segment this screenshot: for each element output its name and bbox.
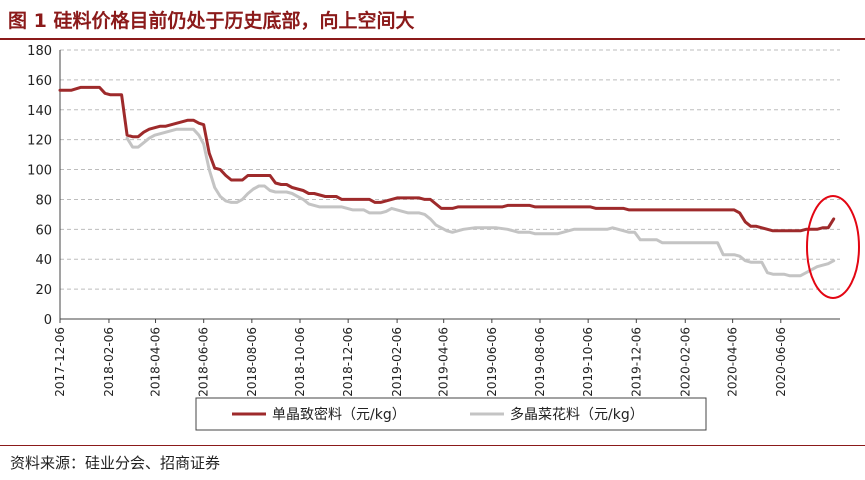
series-line-poly	[125, 127, 836, 278]
y-tick-label: 60	[35, 223, 52, 238]
legend-label: 单晶致密料（元/kg）	[272, 406, 406, 423]
x-tick-label: 2018-08-06	[245, 327, 259, 397]
source-divider	[0, 445, 865, 446]
silicon-price-chart: 0 20 40 60 80 100 120 140 160 180 2017-12-06 2018-0…	[27, 44, 860, 431]
source-note: 资料来源：硅业分会、招商证券	[10, 454, 221, 472]
x-tick-label: 2018-12-06	[341, 327, 355, 397]
y-tick-label: 120	[27, 134, 52, 149]
page-title: 图 1 硅料价格目前仍处于历史底部，向上空间大	[8, 10, 415, 32]
legend-label: 多晶菜花料（元/kg）	[510, 406, 644, 423]
x-tick-label: 2019-12-06	[629, 327, 643, 397]
y-tick-label: 20	[35, 283, 52, 298]
y-tick-label: 80	[35, 193, 52, 208]
x-tick-label: 2019-02-06	[390, 327, 404, 397]
legend: 单晶致密料（元/kg） 多晶菜花料（元/kg）	[195, 397, 707, 431]
x-tick-label: 2017-12-06	[53, 327, 67, 397]
x-tick-label: 2019-08-06	[533, 327, 547, 397]
title-bar: 图 1 硅料价格目前仍处于历史底部，向上空间大	[0, 0, 865, 40]
x-tick-label: 2020-04-06	[726, 327, 740, 397]
series-layer	[58, 85, 836, 278]
y-tick-label: 140	[27, 104, 52, 119]
x-tick-label: 2018-06-06	[197, 327, 211, 397]
y-tick-label: 160	[27, 74, 52, 89]
x-tick-label: 2018-04-06	[149, 327, 163, 397]
y-tick-label: 180	[27, 44, 52, 59]
y-tick-label: 100	[27, 164, 52, 179]
legend-box	[195, 397, 707, 431]
grid-layer	[60, 49, 840, 290]
x-tick-label: 2019-04-06	[437, 327, 451, 397]
x-tick-label: 2019-06-06	[485, 327, 499, 397]
y-tick-label: 0	[44, 313, 52, 328]
x-tick-label: 2019-10-06	[581, 327, 595, 397]
y-tick-label: 40	[35, 253, 52, 268]
series-line-mono	[58, 85, 836, 233]
x-tick-label: 2018-02-06	[102, 327, 116, 397]
highlight-circle	[806, 195, 860, 299]
x-tick-label: 2020-02-06	[678, 327, 692, 397]
x-tick-label: 2020-06-06	[774, 327, 788, 397]
x-tick-label: 2018-10-06	[293, 327, 307, 397]
axis-layer: 0 20 40 60 80 100 120 140 160 180 2017-12-06 2018-0…	[27, 44, 840, 397]
